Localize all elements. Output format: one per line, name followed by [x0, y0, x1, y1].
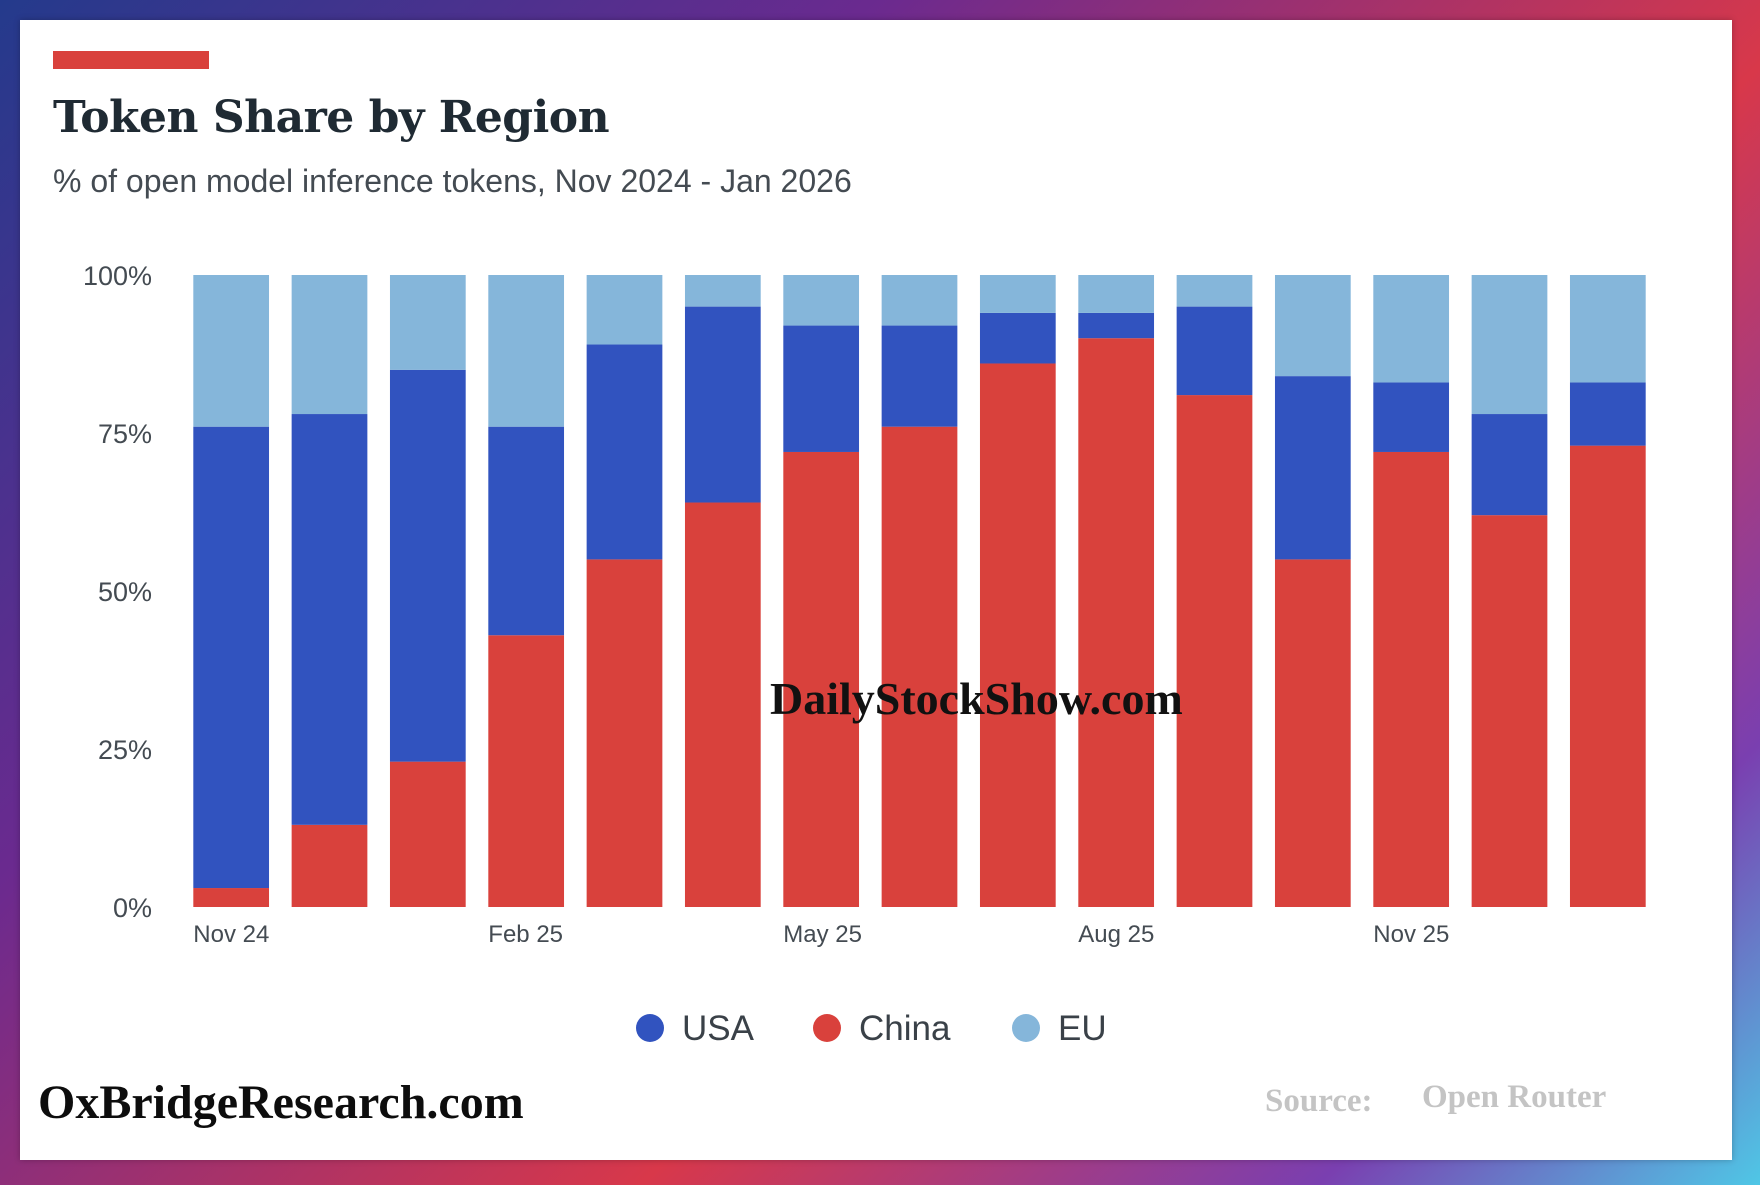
legend-label-usa: USA	[682, 1009, 755, 1048]
brand-footer: OxBridgeResearch.com	[38, 1076, 524, 1129]
bar-segment-usa	[488, 426, 565, 636]
bar-segment-usa	[684, 306, 761, 503]
bar-segment-eu	[389, 275, 466, 370]
accent-bar	[53, 51, 209, 69]
bar-segment-usa	[1373, 382, 1450, 452]
y-tick-label: 0%	[113, 893, 152, 923]
bar-segment-usa	[1471, 414, 1548, 516]
bar-segment-china	[881, 426, 958, 907]
x-tick-label: Nov 24	[193, 921, 269, 948]
bar-segment-eu	[684, 275, 761, 307]
bar-segment-china	[1373, 451, 1450, 907]
bar-segment-china	[389, 761, 466, 907]
y-tick-label: 25%	[98, 735, 152, 765]
bar-segment-eu	[1569, 275, 1646, 383]
bar-segment-eu	[783, 275, 860, 326]
bar-segment-usa	[389, 369, 466, 762]
bar-segment-usa	[1176, 306, 1253, 396]
bar-segment-usa	[979, 312, 1056, 364]
bar-segment-eu	[1176, 275, 1253, 307]
bar-segment-china	[193, 888, 270, 907]
chart-subtitle: % of open model inference tokens, Nov 20…	[53, 163, 852, 199]
chart-title: Token Share by Region	[53, 92, 610, 143]
bar-segment-china	[1176, 395, 1253, 907]
bar-segment-usa	[881, 325, 958, 427]
bar-segment-china	[291, 824, 368, 907]
y-tick-label: 50%	[98, 577, 152, 607]
bar-segment-eu	[291, 275, 368, 415]
x-tick-label: Feb 25	[488, 921, 563, 948]
bar-segment-china	[1274, 559, 1351, 907]
bar-segment-eu	[586, 275, 663, 345]
bar-segment-eu	[1471, 275, 1548, 415]
bar-segment-eu	[881, 275, 958, 326]
bar-segment-usa	[193, 426, 270, 889]
bar-segment-usa	[1274, 376, 1351, 560]
bar-segment-usa	[291, 414, 368, 825]
bar-segment-eu	[488, 275, 565, 427]
bar-segment-china	[684, 502, 761, 907]
x-tick-label: May 25	[783, 921, 862, 948]
bar-segment-eu	[1373, 275, 1450, 383]
bar-segment-china	[1078, 338, 1155, 907]
bar-segment-china	[979, 363, 1056, 908]
watermark: DailyStockShow.com	[770, 673, 1183, 724]
x-tick-label: Nov 25	[1373, 921, 1449, 948]
bar-segment-usa	[586, 344, 663, 560]
bar-segment-eu	[193, 275, 270, 427]
x-tick-label: Aug 25	[1078, 921, 1154, 948]
bar-segment-china	[488, 635, 565, 907]
bar-segment-china	[586, 559, 663, 907]
y-tick-label: 75%	[98, 419, 152, 449]
legend-swatch-usa	[636, 1014, 664, 1042]
legend-label-eu: EU	[1058, 1009, 1107, 1048]
bar-segment-china	[783, 451, 860, 907]
bar-segment-usa	[1569, 382, 1646, 446]
legend-swatch-china	[813, 1014, 841, 1042]
bar-segment-china	[1471, 515, 1548, 907]
bar-segment-usa	[783, 325, 860, 452]
legend-swatch-eu	[1012, 1014, 1040, 1042]
bar-segment-usa	[1078, 312, 1155, 339]
source-value: Open Router	[1422, 1079, 1607, 1115]
bar-segment-eu	[979, 275, 1056, 313]
bar-segment-eu	[1274, 275, 1351, 377]
bar-segment-eu	[1078, 275, 1155, 313]
legend-label-china: China	[859, 1009, 951, 1048]
source-label: Source:	[1265, 1083, 1373, 1119]
y-tick-label: 100%	[83, 261, 152, 291]
bar-segment-china	[1569, 445, 1646, 907]
